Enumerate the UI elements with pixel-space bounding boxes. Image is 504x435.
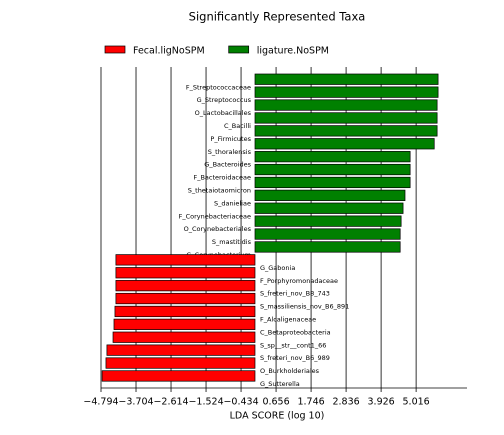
- category-label: O_Corynebacteriales: [184, 225, 252, 233]
- bar: [254, 112, 438, 124]
- x-axis-label: LDA SCORE (log 10): [230, 411, 325, 422]
- category-label: G_Gabonia: [260, 264, 295, 272]
- category-label: S_freteri_nov_B6_989: [260, 354, 330, 362]
- category-label: O_Lactobacillales: [195, 109, 252, 117]
- x-tick-label: −1.524: [188, 397, 223, 408]
- x-tick-label: 3.926: [368, 397, 395, 408]
- category-label: S_freteri_nov_B8_743: [260, 290, 330, 298]
- bar: [115, 254, 256, 266]
- chart-title: Significantly Represented Taxa: [189, 10, 366, 24]
- legend-swatch: [228, 45, 250, 54]
- bar: [254, 138, 435, 150]
- bar: [254, 228, 401, 240]
- category-label: S_massiliensis_nov_B6_891: [260, 303, 349, 311]
- bar: [113, 318, 256, 330]
- x-tick-label: −4.794: [83, 397, 118, 408]
- category-label: F_Alcaligenaceae: [260, 315, 316, 323]
- bar: [101, 370, 256, 382]
- category-label: F_Corynebacteriaceae: [179, 212, 251, 220]
- bar: [254, 163, 411, 176]
- bar: [254, 215, 402, 227]
- category-label: F_Bacteroidaceae: [193, 174, 251, 182]
- x-tick-label: 2.836: [332, 397, 359, 408]
- category-label: C_Bacilli: [224, 122, 251, 130]
- category-label: G_Sutterella: [260, 380, 300, 388]
- bar: [254, 202, 404, 214]
- category-label: S_danieliae: [214, 199, 251, 207]
- bar: [254, 151, 411, 163]
- bar: [254, 176, 411, 189]
- category-label: S_sp__str__cont1_66: [260, 341, 326, 349]
- category-label: G_Streptococcus: [197, 96, 252, 104]
- category-label: O_Burkholderiales: [260, 367, 320, 375]
- bar: [115, 292, 256, 305]
- legend-swatch: [104, 45, 126, 54]
- bar: [254, 73, 439, 85]
- category-label: G_Bacteroides: [204, 161, 251, 169]
- x-tick-label: 1.746: [297, 397, 324, 408]
- bar: [254, 241, 401, 253]
- legend-label: Fecal.ligNoSPM: [133, 46, 205, 57]
- bar: [115, 267, 256, 279]
- category-label: S_mastitidis: [212, 238, 252, 246]
- bar: [254, 99, 438, 111]
- category-label: S_thoralensis: [208, 148, 252, 156]
- legend-label: ligature.NoSPM: [257, 46, 329, 57]
- category-label: F_Porphyromonadaceae: [260, 277, 338, 285]
- bar: [254, 189, 406, 201]
- x-tick-label: −3.704: [118, 397, 153, 408]
- x-tick-label: 5.016: [403, 397, 430, 408]
- category-label: P_Firmicutes: [210, 135, 251, 143]
- bar: [114, 305, 256, 318]
- bar: [112, 331, 256, 343]
- bar: [254, 86, 439, 98]
- x-tick-label: 0.656: [262, 397, 289, 408]
- category-label: S_thetaiotaomicron: [188, 186, 251, 194]
- bar: [106, 344, 256, 356]
- bar: [254, 125, 438, 137]
- bar: [105, 357, 256, 369]
- category-label: F_Streptococcaceae: [186, 83, 251, 91]
- bar: [115, 280, 256, 292]
- x-tick-label: −2.614: [153, 397, 188, 408]
- category-label: C_Betaproteobacteria: [260, 328, 331, 336]
- x-tick-label: −0.434: [223, 397, 258, 408]
